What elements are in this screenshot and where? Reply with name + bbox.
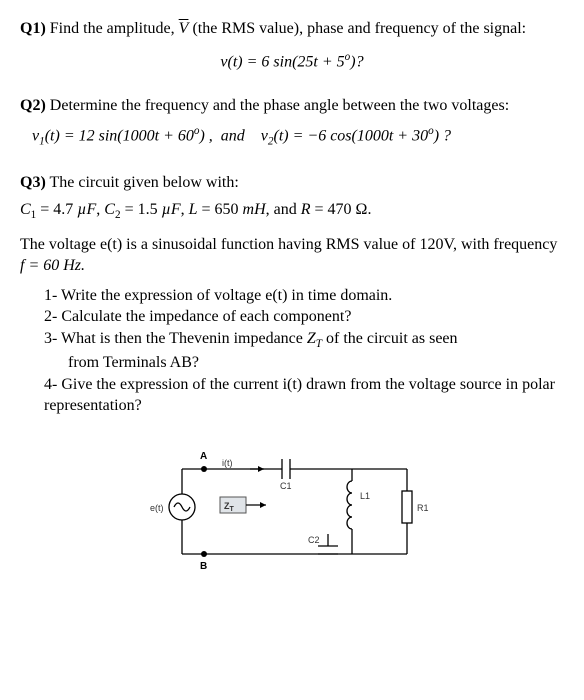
node-b-label: B xyxy=(200,561,207,572)
q3-item-1-text: Write the expression of voltage e(t) in … xyxy=(61,287,392,304)
src-label: e(t) xyxy=(150,503,164,513)
q1-label: Q1) xyxy=(20,20,46,37)
q1-text-before: Find the amplitude, xyxy=(50,20,179,37)
r1-label: R1 xyxy=(417,503,429,513)
l1-label: L1 xyxy=(360,491,370,501)
q3-desc: The voltage e(t) is a sinusoidal functio… xyxy=(20,234,564,277)
q2-label: Q2) xyxy=(20,97,46,114)
circuit-diagram: e(t) A i(t) C1 L1 R1 B C2 ZT xyxy=(142,439,442,586)
circuit-svg: e(t) A i(t) C1 L1 R1 B C2 ZT xyxy=(142,439,442,579)
q1-text-paren: (the RMS value), phase and frequency of … xyxy=(192,20,526,37)
q3-params: C1 = 4.7 µF, C2 = 1.5 µF, L = 650 mH, an… xyxy=(20,199,564,223)
question-3: Q3) The circuit given below with: C1 = 4… xyxy=(20,172,564,417)
i-label: i(t) xyxy=(222,458,233,468)
q3-item-4: 4- Give the expression of the current i(… xyxy=(44,374,564,417)
node-a-label: A xyxy=(200,451,207,462)
c2-label: C2 xyxy=(308,535,320,545)
q1-vbar: V xyxy=(179,18,189,40)
q3-label: Q3) xyxy=(20,174,46,191)
q2-equation: v1(t) = 12 sin(1000t + 60o) , and v2(t) … xyxy=(32,124,564,150)
q3-item-2-text: Calculate the impedance of each componen… xyxy=(61,308,351,325)
c1-label: C1 xyxy=(280,481,292,491)
q3-list: 1- Write the expression of voltage e(t) … xyxy=(20,285,564,417)
question-1: Q1) Find the amplitude, V (the RMS value… xyxy=(20,18,564,73)
q3-item-3-sub: from Terminals AB? xyxy=(68,352,564,374)
q3-freq: f = 60 Hz. xyxy=(20,257,85,274)
q1-equation: v(t) = 6 sin(25t + 5o)? xyxy=(20,50,564,73)
question-2: Q2) Determine the frequency and the phas… xyxy=(20,95,564,150)
q3-item-4-text: Give the expression of the current i(t) … xyxy=(44,376,555,415)
q3-desc-text: The voltage e(t) is a sinusoidal functio… xyxy=(20,236,557,253)
q3-intro: The circuit given below with: xyxy=(50,174,239,191)
q3-item-3: 3- What is then the Thevenin impedance Z… xyxy=(44,328,564,352)
q3-item-2: 2- Calculate the impedance of each compo… xyxy=(44,306,564,328)
q2-text: Determine the frequency and the phase an… xyxy=(50,97,509,114)
q3-item-1: 1- Write the expression of voltage e(t) … xyxy=(44,285,564,307)
q3-intro-line: Q3) The circuit given below with: xyxy=(20,172,564,194)
